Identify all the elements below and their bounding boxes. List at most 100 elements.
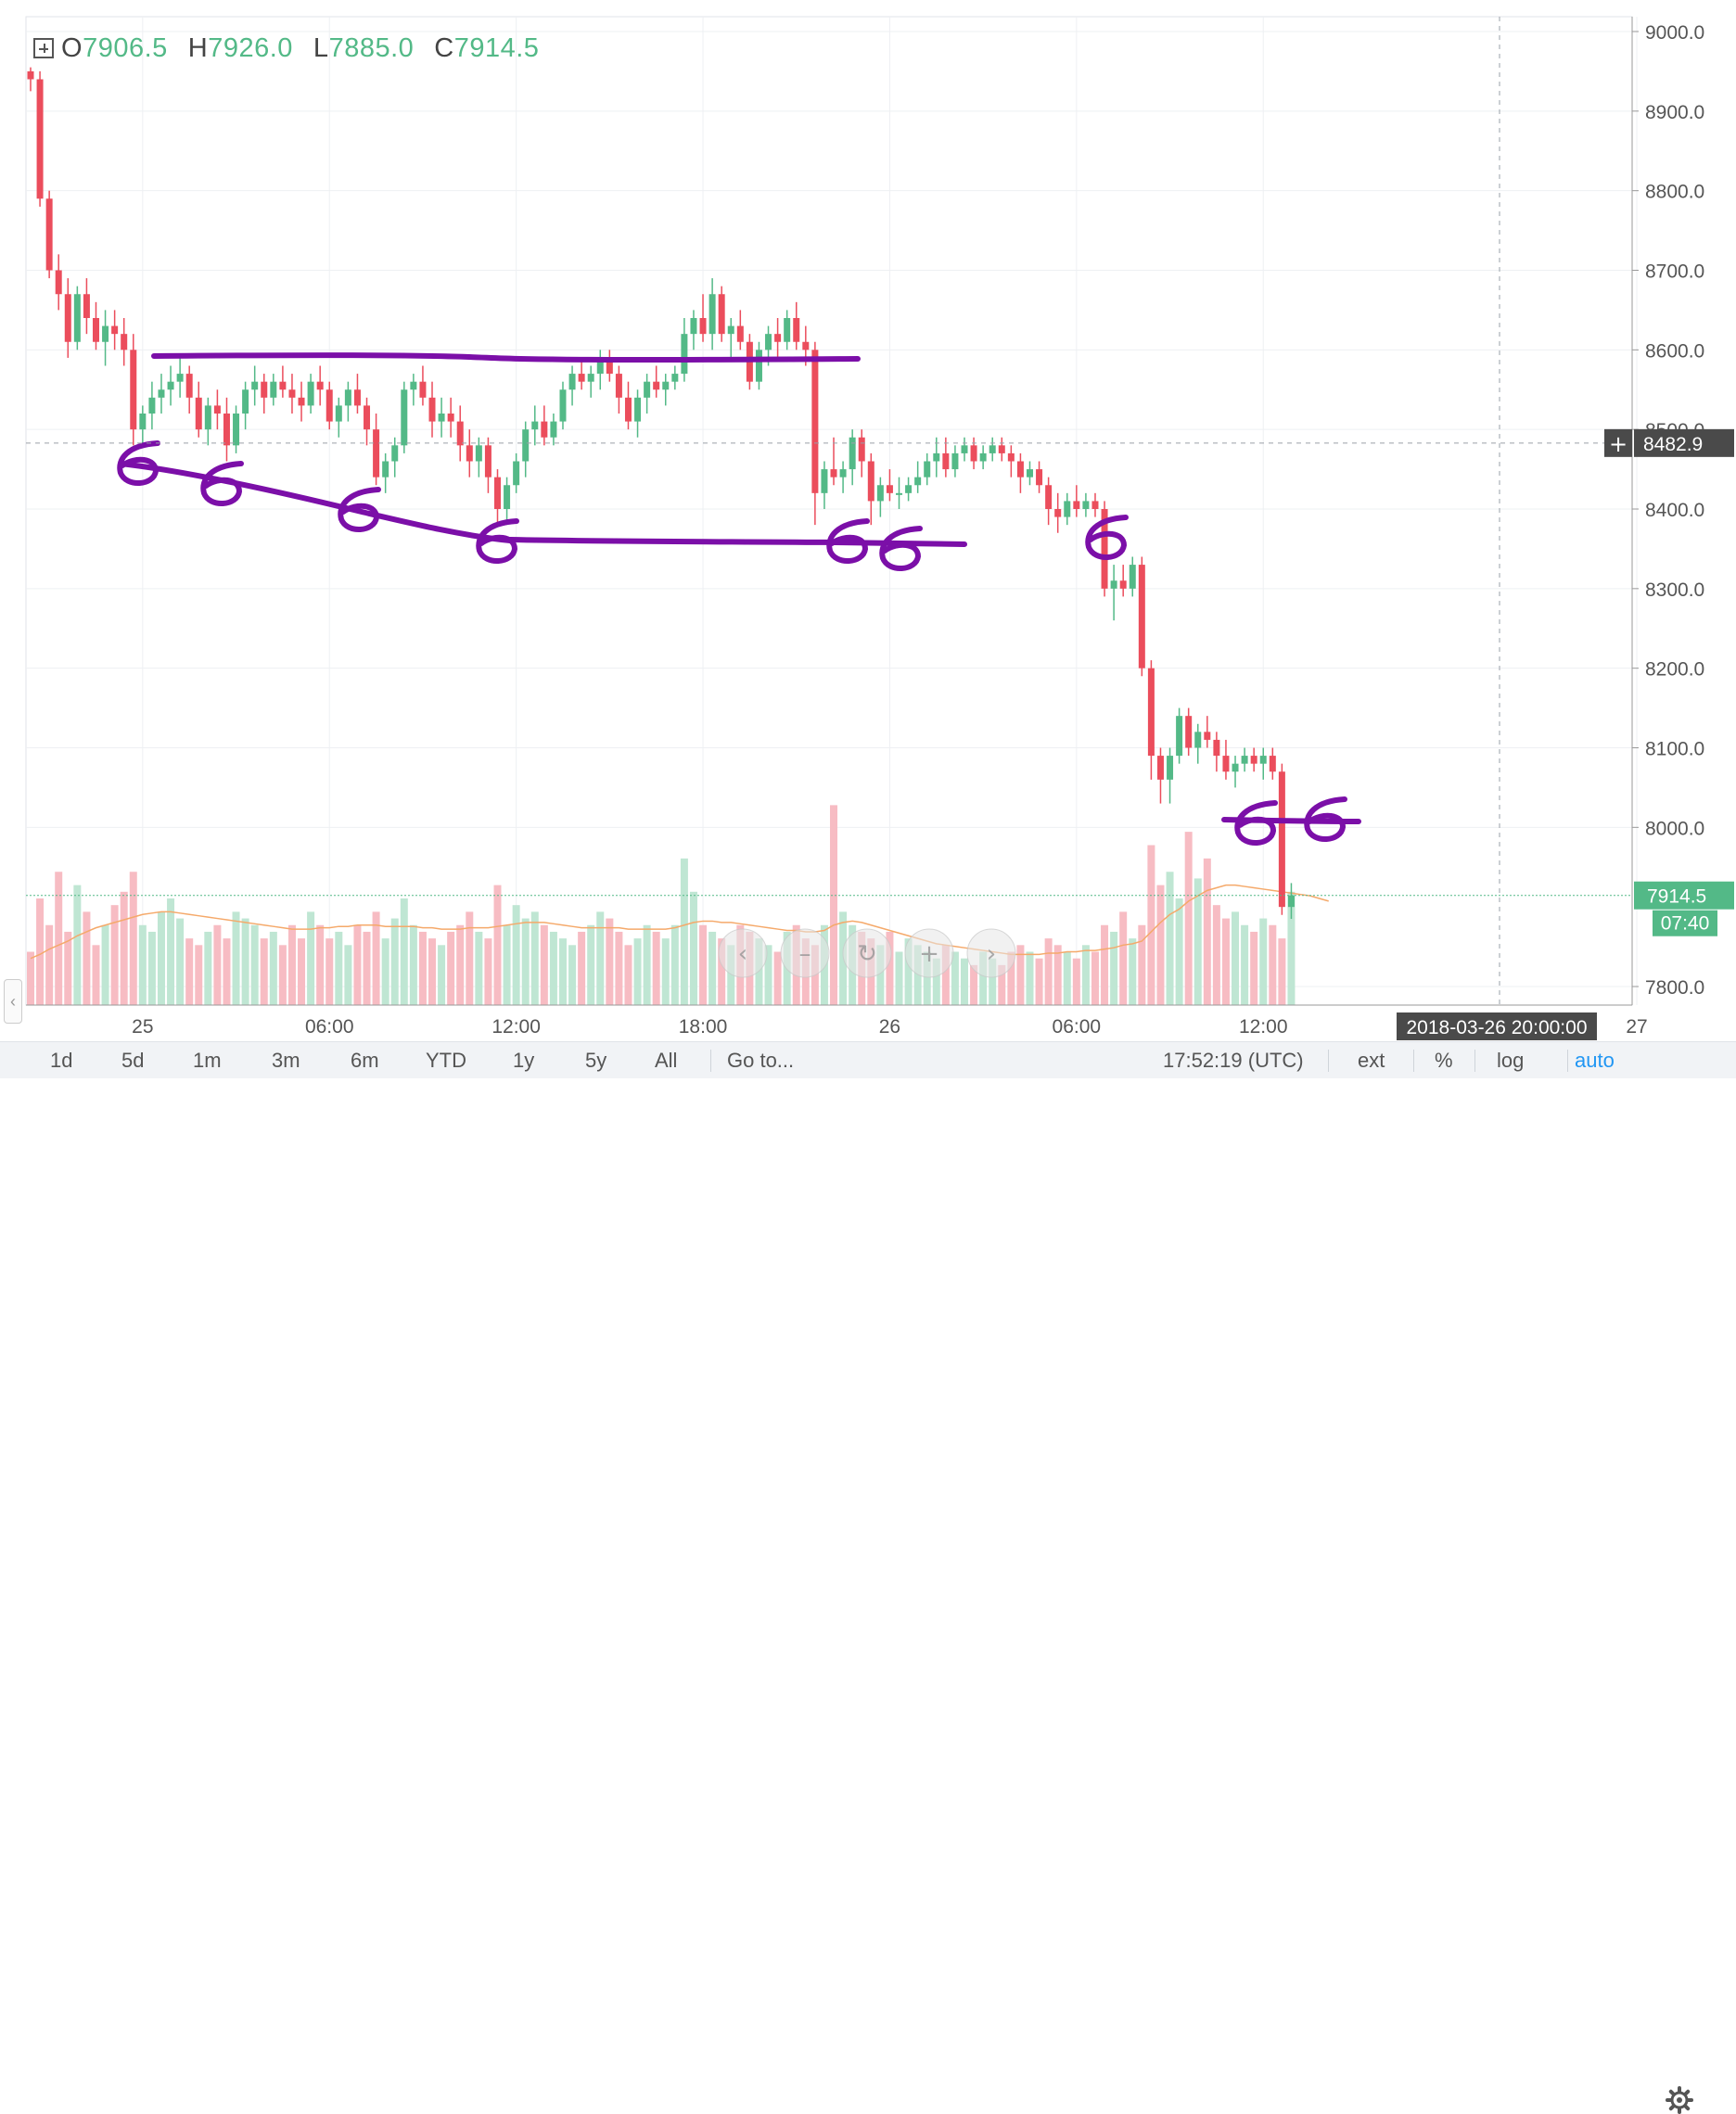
candle-body (774, 334, 782, 342)
volume-bar (661, 938, 670, 1005)
range-5y-button[interactable]: 5y (585, 1049, 607, 1072)
candle-body (1026, 469, 1033, 478)
candle-body (933, 452, 940, 462)
plus-square-icon[interactable] (33, 38, 54, 58)
scroll-left-button[interactable] (718, 928, 768, 978)
volume-bar (307, 911, 315, 1005)
candle-body (1138, 565, 1145, 669)
volume-bar (1241, 924, 1249, 1005)
volume-bar (269, 931, 277, 1005)
volume-bar (558, 938, 567, 1005)
candle-body (550, 421, 557, 438)
candle-body (914, 477, 922, 486)
volume-bar (998, 964, 1006, 1005)
goto-button[interactable]: Go to... (727, 1049, 795, 1072)
y-tick-label: 8100.0 (1645, 739, 1704, 760)
auto-toggle[interactable]: auto (1575, 1049, 1615, 1072)
candle-body (36, 79, 44, 199)
candle-body (1007, 452, 1015, 462)
candle-body (531, 421, 539, 430)
volume-bar (1110, 931, 1118, 1005)
candle-body (391, 445, 399, 462)
x-tick-label: 26 (879, 1016, 900, 1038)
zoom-in-icon: + (919, 940, 939, 968)
clock-readout[interactable]: 17:52:19 (UTC) (1163, 1049, 1304, 1072)
candle-body (1250, 756, 1257, 764)
candle-body (438, 414, 445, 422)
volume-bar (250, 924, 259, 1005)
volume-bar (624, 945, 632, 1005)
volume-bar (773, 951, 782, 1005)
candle-body (307, 381, 314, 406)
volume-bar (1278, 938, 1286, 1005)
annotation-loop (1085, 515, 1129, 560)
range-ytd-button[interactable]: YTD (426, 1049, 466, 1072)
scroll-right-button[interactable] (966, 928, 1016, 978)
candle-body (484, 445, 491, 478)
candle-body (942, 452, 950, 470)
candle-body (45, 198, 53, 271)
candle-body (924, 461, 931, 478)
range-1d-button[interactable]: 1d (50, 1049, 73, 1072)
volume-bar (1091, 951, 1099, 1005)
volume-bar (1053, 945, 1062, 1005)
toolbar-separator (1328, 1050, 1329, 1072)
volume-bar (1007, 951, 1015, 1005)
candle-body (288, 389, 296, 398)
candle-body (802, 341, 810, 350)
crosshair-plus-bg (1604, 428, 1632, 457)
candle-body (428, 397, 436, 422)
range-all-button[interactable]: All (655, 1049, 678, 1072)
volume-bar (390, 918, 399, 1005)
candle-body (364, 405, 371, 430)
ext-toggle[interactable]: ext (1358, 1049, 1385, 1072)
volume-bar (213, 924, 222, 1005)
y-tick-label: 8800.0 (1645, 182, 1704, 203)
volume-bar (353, 924, 362, 1005)
range-5d-button[interactable]: 5d (121, 1049, 145, 1072)
volume-bar (904, 938, 913, 1005)
countdown-label: 07:40 (1661, 913, 1710, 935)
volume-bar (699, 924, 708, 1005)
volume-bar (1184, 832, 1193, 1005)
volume-bar (456, 924, 465, 1005)
candle-body (1119, 580, 1127, 589)
volume-bar (540, 924, 548, 1005)
volume-bar (223, 938, 231, 1005)
range-1y-button[interactable]: 1y (513, 1049, 535, 1072)
zoom-in-button[interactable] (904, 928, 954, 978)
candle-body (653, 381, 660, 390)
plus-icon: + (1609, 431, 1628, 457)
scroll-right-icon: › (987, 940, 996, 968)
candle-body (662, 381, 670, 390)
x-tick-label: 12:00 (1239, 1016, 1288, 1038)
range-1m-button[interactable]: 1m (193, 1049, 222, 1072)
chart[interactable]: 9000.08900.08800.08700.08600.08500.08400… (0, 0, 1736, 1077)
zoom-out-button[interactable] (780, 928, 830, 978)
price-chart-svg[interactable]: 9000.08900.08800.08700.08600.08500.08400… (0, 0, 1736, 1077)
volume-bar (138, 924, 147, 1005)
log-toggle[interactable]: log (1497, 1049, 1525, 1072)
candle-body (867, 461, 874, 502)
y-tick-label: 8300.0 (1645, 579, 1704, 601)
range-6m-button[interactable]: 6m (351, 1049, 379, 1072)
candle-body (644, 381, 651, 398)
volume-bar (110, 905, 119, 1005)
volume-bar (652, 931, 660, 1005)
candle-body (233, 414, 240, 446)
annotation-loop (200, 461, 244, 506)
reset-button[interactable] (842, 928, 892, 978)
chevron-left-icon[interactable]: ‹ (4, 979, 22, 1024)
range-3m-button[interactable]: 3m (272, 1049, 300, 1072)
candle-body (373, 429, 380, 478)
volume-bar (615, 931, 623, 1005)
crosshair-price-bg (1634, 428, 1734, 457)
volume-bar (680, 858, 688, 1005)
percent-toggle[interactable]: % (1435, 1049, 1453, 1072)
gear-icon[interactable] (1666, 2086, 1693, 2114)
annotation-loop (826, 518, 870, 564)
volume-bar (1203, 858, 1211, 1005)
volume-bar (755, 938, 763, 1005)
volume-bar (363, 931, 371, 1005)
volume-bar (73, 885, 82, 1005)
